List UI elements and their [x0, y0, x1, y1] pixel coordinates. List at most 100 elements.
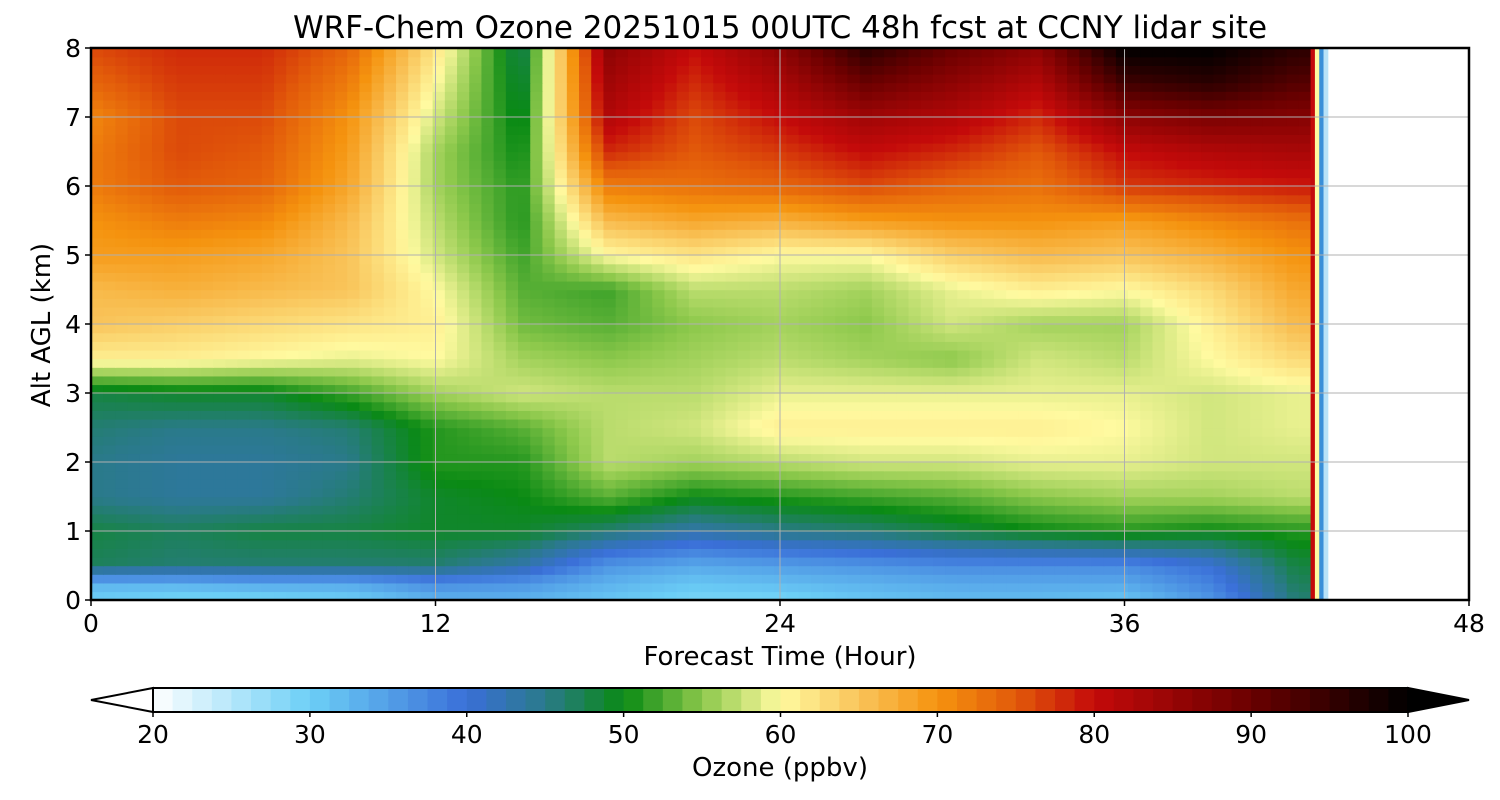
heat-cell [1274, 341, 1288, 351]
heat-cell [981, 306, 995, 317]
heat-cell [1213, 324, 1227, 334]
heat-cell [420, 479, 434, 489]
heat-cell [1054, 367, 1068, 377]
heat-cell [408, 168, 422, 179]
heat-cell [91, 548, 104, 558]
heat-cell [664, 280, 678, 291]
heat-cell [591, 194, 605, 204]
heat-cell [871, 211, 885, 222]
heat-cell [249, 315, 263, 325]
heat-cell [200, 591, 214, 600]
heat-cell [1201, 263, 1215, 273]
heat-cell [713, 229, 727, 239]
heat-cell [322, 591, 336, 600]
heat-cell [481, 505, 495, 515]
heat-cell [1286, 393, 1300, 403]
heat-cell [1103, 513, 1117, 524]
heat-cell [139, 384, 153, 394]
heat-cell [164, 332, 178, 342]
heat-cell [371, 531, 385, 541]
heat-cell [493, 479, 507, 489]
heat-cell [261, 444, 275, 455]
heat-cell [164, 548, 178, 558]
heat-cell [688, 453, 702, 463]
heat-cell [1018, 591, 1032, 600]
heat-cell [1030, 582, 1044, 593]
heat-cell [993, 436, 1007, 446]
heat-cell [1006, 211, 1019, 222]
heat-cell [993, 211, 1007, 222]
heat-cell [237, 418, 251, 429]
heat-cell [1274, 574, 1288, 584]
heat-cell [859, 177, 873, 187]
heat-cell [737, 186, 751, 196]
heat-cell [688, 565, 702, 575]
heat-cell [896, 289, 910, 299]
heat-cell [237, 470, 251, 480]
heat-cell [920, 203, 934, 213]
heat-cell [176, 591, 190, 600]
heat-cell [627, 479, 641, 489]
heat-cell [579, 315, 592, 325]
heat-cell [1274, 289, 1288, 299]
heat-cell [896, 531, 910, 541]
heat-cell [1091, 470, 1105, 480]
heat-cell [1250, 436, 1263, 446]
heat-cell [347, 358, 361, 368]
heat-cell [176, 177, 190, 187]
heat-cell [286, 418, 300, 429]
heat-cell [993, 539, 1007, 549]
heat-cell [225, 513, 239, 524]
heat-cell [420, 341, 434, 351]
heat-cell [627, 298, 641, 308]
heat-cell [359, 186, 373, 196]
heat-cell [835, 246, 849, 256]
heat-cell [652, 229, 666, 239]
heat-cell [1079, 548, 1093, 558]
heat-cell [981, 177, 995, 187]
heat-cell [127, 436, 141, 446]
heat-cell [1079, 505, 1093, 515]
heat-cell [1164, 479, 1178, 489]
heat-cell [908, 306, 922, 317]
heat-cell [261, 393, 275, 403]
heat-cell [1054, 306, 1068, 317]
heat-cell [945, 410, 958, 420]
heat-cell [371, 272, 385, 282]
heat-cell [896, 496, 910, 506]
heat-cell [1152, 272, 1166, 282]
heat-cell [91, 505, 104, 515]
heat-cell [1213, 479, 1227, 489]
heat-cell [298, 410, 312, 420]
heat-cell [725, 255, 739, 265]
heat-cell [1091, 410, 1105, 420]
heat-cell [749, 255, 763, 265]
heat-cell [310, 280, 324, 291]
heat-cell [725, 410, 739, 420]
heat-cell [127, 367, 141, 377]
heat-cell [1103, 272, 1117, 282]
heat-cell [493, 229, 507, 239]
heat-cell [152, 280, 165, 291]
heat-cell [371, 186, 385, 196]
heat-cell [810, 341, 824, 351]
heat-cell [908, 315, 922, 325]
heat-cell [688, 324, 702, 334]
heat-cell [530, 393, 544, 403]
heat-cell [457, 453, 470, 463]
heat-cell [566, 203, 580, 213]
heat-cell [1164, 349, 1178, 360]
heat-cell [1054, 444, 1068, 455]
heat-cell [884, 237, 897, 248]
heat-cell [810, 444, 824, 455]
heat-cell [139, 401, 153, 411]
heat-cell [322, 203, 336, 213]
heat-cell [908, 272, 922, 282]
heat-cell [1115, 220, 1129, 230]
heat-cell [213, 220, 226, 230]
heat-cell [786, 505, 800, 515]
heat-cell [774, 367, 788, 377]
heat-cell [1091, 349, 1105, 360]
heat-cell [164, 487, 178, 498]
heat-cell [640, 306, 653, 317]
